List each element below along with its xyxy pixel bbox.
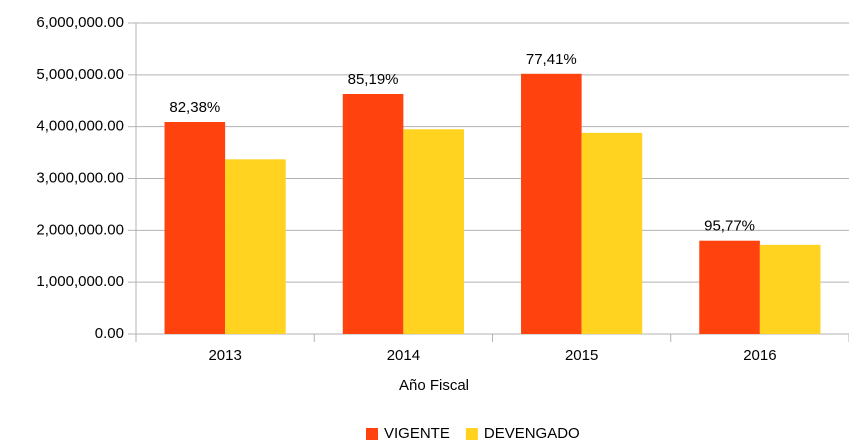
legend-label: DEVENGADO xyxy=(484,425,580,442)
legend-swatch xyxy=(366,428,378,440)
y-tick-label: 4,000,000.00 xyxy=(36,118,124,135)
bar xyxy=(342,94,404,335)
y-tick-label: 0.00 xyxy=(95,325,124,342)
x-axis-label: Año Fiscal xyxy=(399,377,469,394)
y-tick-label: 2,000,000.00 xyxy=(36,221,124,238)
bar xyxy=(164,122,226,334)
bar xyxy=(699,240,760,334)
x-tick-label: 2014 xyxy=(387,347,420,364)
y-tick-label: 1,000,000.00 xyxy=(36,273,124,290)
bar xyxy=(581,132,643,334)
y-tick-label: 5,000,000.00 xyxy=(36,66,124,83)
data-annotation: 85,19% xyxy=(348,71,399,88)
y-tick-label: 6,000,000.00 xyxy=(36,14,124,31)
x-tick-label: 2015 xyxy=(565,347,598,364)
x-tick-label: 2016 xyxy=(743,347,776,364)
legend-label: VIGENTE xyxy=(384,425,450,442)
bar xyxy=(759,244,821,334)
data-annotation: 95,77% xyxy=(704,218,755,235)
x-tick-label: 2013 xyxy=(208,347,241,364)
bar xyxy=(403,129,464,334)
bar xyxy=(521,73,582,335)
data-annotation: 77,41% xyxy=(526,51,577,68)
legend-swatch xyxy=(465,428,478,440)
data-annotation: 82,38% xyxy=(169,99,220,116)
bar xyxy=(225,159,286,334)
y-tick-label: 3,000,000.00 xyxy=(36,169,124,186)
